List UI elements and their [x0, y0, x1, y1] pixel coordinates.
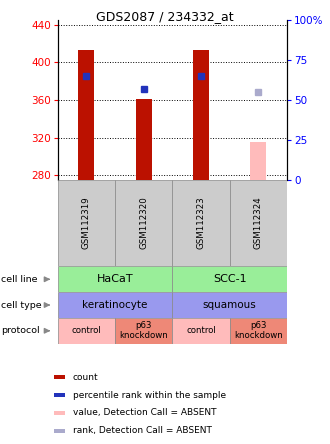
Text: keratinocyte: keratinocyte — [82, 300, 148, 310]
FancyBboxPatch shape — [115, 180, 173, 266]
Bar — [250, 142, 266, 180]
Text: GSM112323: GSM112323 — [197, 197, 206, 250]
FancyBboxPatch shape — [173, 266, 287, 292]
Bar — [79, 50, 94, 180]
Text: cell type: cell type — [1, 301, 41, 309]
Text: count: count — [73, 373, 98, 382]
Text: GDS2087 / 234332_at: GDS2087 / 234332_at — [96, 10, 234, 23]
FancyBboxPatch shape — [173, 318, 230, 344]
Text: control: control — [186, 326, 216, 335]
Text: rank, Detection Call = ABSENT: rank, Detection Call = ABSENT — [73, 426, 212, 435]
Text: GSM112320: GSM112320 — [139, 197, 148, 250]
FancyBboxPatch shape — [230, 318, 287, 344]
FancyBboxPatch shape — [115, 318, 173, 344]
Text: HaCaT: HaCaT — [97, 274, 133, 284]
Text: GSM112319: GSM112319 — [82, 197, 91, 250]
Bar — [54, 429, 64, 432]
FancyBboxPatch shape — [58, 318, 115, 344]
FancyBboxPatch shape — [58, 292, 173, 318]
Bar — [193, 50, 209, 180]
Bar — [54, 411, 64, 415]
Text: squamous: squamous — [203, 300, 257, 310]
Text: p63
knockdown: p63 knockdown — [119, 321, 168, 341]
Bar — [136, 99, 152, 180]
Bar — [54, 393, 64, 397]
FancyBboxPatch shape — [230, 180, 287, 266]
Text: percentile rank within the sample: percentile rank within the sample — [73, 391, 226, 400]
FancyBboxPatch shape — [58, 266, 173, 292]
Bar — [54, 376, 64, 379]
Text: value, Detection Call = ABSENT: value, Detection Call = ABSENT — [73, 408, 216, 417]
Text: GSM112324: GSM112324 — [254, 197, 263, 250]
FancyBboxPatch shape — [173, 180, 230, 266]
Text: control: control — [72, 326, 101, 335]
FancyBboxPatch shape — [173, 292, 287, 318]
Text: cell line: cell line — [1, 275, 37, 284]
Text: SCC-1: SCC-1 — [213, 274, 247, 284]
Text: p63
knockdown: p63 knockdown — [234, 321, 283, 341]
FancyBboxPatch shape — [58, 180, 115, 266]
Text: protocol: protocol — [1, 326, 39, 335]
